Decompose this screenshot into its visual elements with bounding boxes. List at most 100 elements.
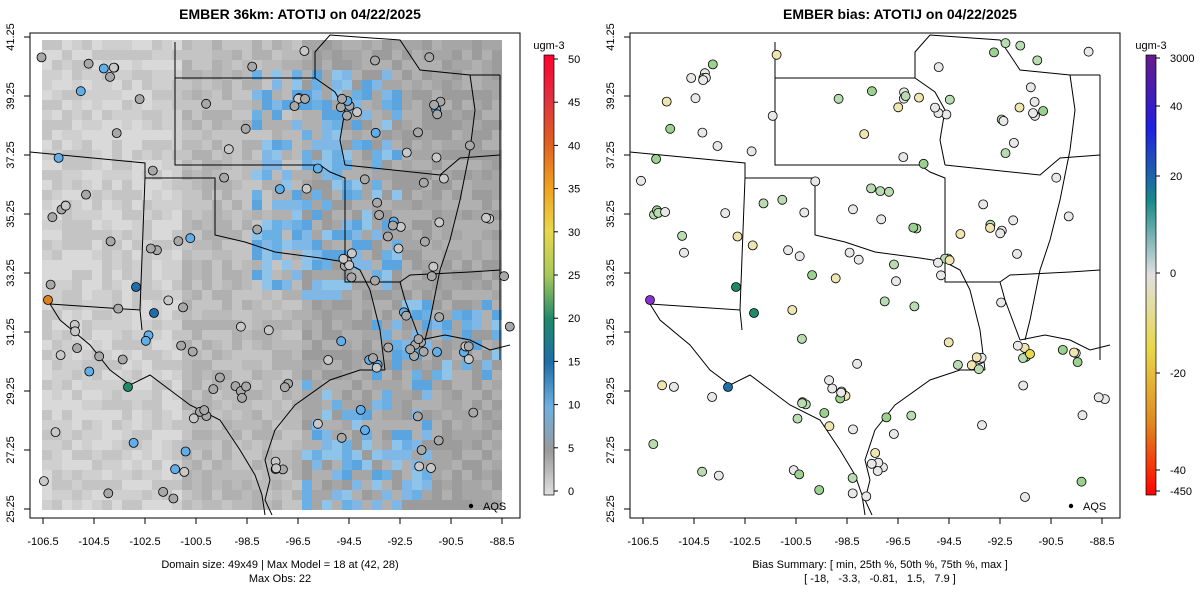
model-grid-cell bbox=[112, 160, 122, 170]
model-grid-cell bbox=[242, 40, 252, 50]
model-grid-cell bbox=[42, 210, 52, 220]
model-grid-cell bbox=[42, 290, 52, 300]
model-grid-cell bbox=[372, 450, 382, 460]
model-grid-cell bbox=[102, 430, 112, 440]
model-grid-cell bbox=[392, 330, 402, 340]
model-grid-cell bbox=[112, 320, 122, 330]
model-grid-cell bbox=[382, 490, 392, 500]
station-marker bbox=[909, 301, 920, 312]
model-grid-cell bbox=[322, 500, 332, 510]
model-grid-cell bbox=[322, 290, 332, 300]
station-marker bbox=[188, 413, 199, 424]
model-grid-cell bbox=[262, 40, 272, 50]
model-grid-cell bbox=[392, 450, 402, 460]
model-grid-cell bbox=[132, 120, 142, 130]
model-grid-cell bbox=[282, 450, 292, 460]
model-grid-cell bbox=[182, 410, 192, 420]
model-grid-cell bbox=[252, 450, 262, 460]
model-grid-cell bbox=[52, 450, 62, 460]
model-grid-cell bbox=[182, 60, 192, 70]
model-grid-cell bbox=[422, 370, 432, 380]
model-grid-cell bbox=[422, 310, 432, 320]
model-grid-cell bbox=[292, 280, 302, 290]
model-grid-cell bbox=[242, 230, 252, 240]
model-grid-cell bbox=[202, 90, 212, 100]
model-grid-cell bbox=[452, 500, 462, 510]
footer-line-1: Bias Summary: [ min, 25th %, 50th %, 75t… bbox=[752, 559, 1008, 571]
model-grid-cell bbox=[292, 60, 302, 70]
model-grid-cell bbox=[362, 490, 372, 500]
model-grid-cell bbox=[162, 390, 172, 400]
model-grid-cell bbox=[402, 280, 412, 290]
model-grid-cell bbox=[232, 140, 242, 150]
model-grid-cell bbox=[212, 220, 222, 230]
model-grid-cell bbox=[472, 280, 482, 290]
station-marker bbox=[418, 346, 429, 357]
model-grid-cell bbox=[412, 190, 422, 200]
model-grid-cell bbox=[412, 80, 422, 90]
model-grid-cell bbox=[102, 160, 112, 170]
model-grid-cell bbox=[112, 350, 122, 360]
model-grid-cell bbox=[292, 50, 302, 60]
model-grid-cell bbox=[202, 460, 212, 470]
model-grid-cell bbox=[352, 170, 362, 180]
model-grid-cell bbox=[152, 230, 162, 240]
model-grid-cell bbox=[102, 170, 112, 180]
model-grid-cell bbox=[132, 460, 142, 470]
model-grid-cell bbox=[72, 270, 82, 280]
model-grid-cell bbox=[342, 430, 352, 440]
model-grid-cell bbox=[252, 420, 262, 430]
model-grid-cell bbox=[222, 350, 232, 360]
model-grid-cell bbox=[342, 150, 352, 160]
model-grid-cell bbox=[472, 300, 482, 310]
model-grid-cell bbox=[432, 40, 442, 50]
model-grid-cell bbox=[182, 180, 192, 190]
model-grid-cell bbox=[372, 180, 382, 190]
model-grid-cell bbox=[82, 120, 92, 130]
model-grid-cell bbox=[152, 360, 162, 370]
model-grid-cell bbox=[182, 270, 192, 280]
model-grid-cell bbox=[222, 460, 232, 470]
model-grid-cell bbox=[202, 420, 212, 430]
model-grid-cell bbox=[252, 300, 262, 310]
x-tick-label: -104.5 bbox=[678, 536, 709, 548]
model-grid-cell bbox=[472, 370, 482, 380]
model-grid-cell bbox=[232, 390, 242, 400]
model-grid-cell bbox=[442, 480, 452, 490]
model-grid-cell bbox=[412, 210, 422, 220]
model-grid-cell bbox=[442, 460, 452, 470]
station-marker bbox=[346, 248, 357, 259]
model-grid-cell bbox=[262, 190, 272, 200]
model-grid-cell bbox=[212, 470, 222, 480]
model-grid-cell bbox=[342, 390, 352, 400]
model-grid-cell bbox=[332, 200, 342, 210]
model-grid-cell bbox=[402, 70, 412, 80]
model-grid-cell bbox=[72, 420, 82, 430]
model-grid-cell bbox=[122, 230, 132, 240]
colorbar-tick-label: -40 bbox=[1170, 465, 1186, 477]
station-marker bbox=[771, 49, 782, 60]
model-grid-cell bbox=[42, 460, 52, 470]
model-grid-cell bbox=[122, 370, 132, 380]
model-grid-cell bbox=[272, 200, 282, 210]
boundary-line bbox=[29, 151, 146, 178]
model-grid-cell bbox=[172, 450, 182, 460]
model-grid-cell bbox=[72, 390, 82, 400]
model-grid-cell bbox=[72, 230, 82, 240]
model-grid-cell bbox=[192, 390, 202, 400]
model-grid-cell bbox=[462, 150, 472, 160]
station-marker bbox=[173, 236, 184, 247]
model-grid-cell bbox=[82, 250, 92, 260]
model-grid-cell bbox=[422, 200, 432, 210]
model-grid-cell bbox=[132, 320, 142, 330]
model-grid-cell bbox=[122, 300, 132, 310]
model-grid-cell bbox=[162, 290, 172, 300]
model-grid-cell bbox=[152, 120, 162, 130]
model-grid-cell bbox=[182, 330, 192, 340]
model-grid-cell bbox=[72, 110, 82, 120]
station-marker bbox=[648, 439, 659, 450]
model-grid-cell bbox=[412, 110, 422, 120]
boundary-line bbox=[424, 74, 476, 341]
station-marker bbox=[908, 222, 919, 233]
